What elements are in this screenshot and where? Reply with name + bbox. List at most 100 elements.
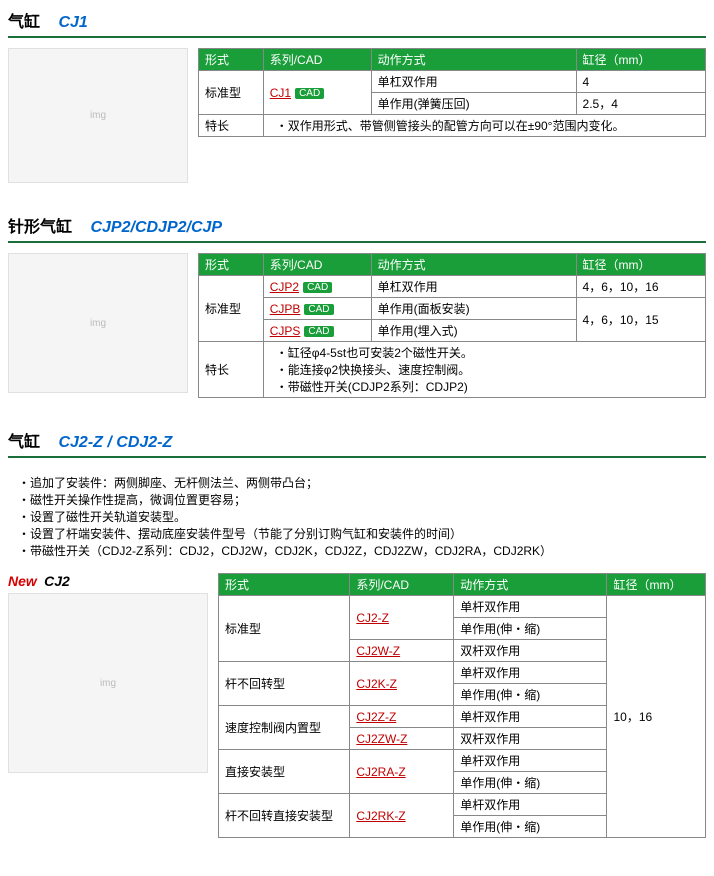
series-cell: CJPBCAD — [263, 298, 371, 320]
bullet-item: 设置了磁性开关轨道安装型。 — [18, 508, 706, 525]
title-black: 气缸 — [8, 14, 40, 31]
form-cell: 杆不回转直接安装型 — [219, 794, 350, 838]
bore-cell: 4，6，10，16 — [576, 276, 705, 298]
section-cj1: 气缸 CJ1 img 形式系列/CAD动作方式缸径（mm） 标准型 CJ1 CAD 单杠… — [8, 8, 706, 183]
title-blue: CJP2/CDJP2/CJP — [90, 219, 222, 236]
action-cell: 单作用(伸・缩) — [454, 816, 607, 838]
form-cell: 标准型 — [199, 71, 264, 115]
action-cell: 双杆双作用 — [454, 640, 607, 662]
action-cell: 单作用(伸・缩) — [454, 772, 607, 794]
col-action: 动作方式 — [371, 254, 576, 276]
section-title: 气缸 CJ1 — [8, 8, 706, 32]
form-cell: 标准型 — [219, 596, 350, 662]
col-form: 形式 — [199, 49, 264, 71]
cad-badge: CAD — [304, 304, 333, 315]
series-link[interactable]: CJ2W-Z — [356, 644, 400, 658]
feature-item: 能连接φ2快换接头、速度控制阀。 — [276, 361, 699, 378]
feature-item: 缸径φ4-5st也可安装2个磁性开关。 — [276, 344, 699, 361]
series-cell: CJ2RK-Z — [350, 794, 454, 838]
series-link[interactable]: CJ2-Z — [356, 611, 389, 625]
series-cell: CJ2Z-Z — [350, 706, 454, 728]
feature-cell: 缸径φ4-5st也可安装2个磁性开关。能连接φ2快换接头、速度控制阀。带磁性开关… — [263, 342, 705, 398]
new-red: New — [8, 573, 37, 589]
divider — [8, 36, 706, 38]
section-title: 针形气缸 CJP2/CDJP2/CJP — [8, 213, 706, 237]
action-cell: 单杠双作用 — [371, 71, 576, 93]
feature-text: 双作用形式、带管侧管接头的配管方向可以在±90°范围内变化。 — [263, 115, 705, 137]
divider — [8, 456, 706, 458]
series-cell: CJ1 CAD — [263, 71, 371, 115]
bullet-item: 设置了杆端安装件、摆动底座安装件型号（节能了分别订购气缸和安装件的时间） — [18, 525, 706, 542]
series-cell: CJPSCAD — [263, 320, 371, 342]
feature-item: 带磁性开关(CDJP2系列：CDJP2) — [276, 378, 699, 395]
series-link[interactable]: CJ2RA-Z — [356, 765, 405, 779]
series-link[interactable]: CJPS — [270, 324, 301, 338]
action-cell: 双杆双作用 — [454, 728, 607, 750]
form-cell: 杆不回转型 — [219, 662, 350, 706]
action-cell: 单杆双作用 — [454, 750, 607, 772]
series-cell: CJ2ZW-Z — [350, 728, 454, 750]
section-cjp2: 针形气缸 CJP2/CDJP2/CJP img 形式系列/CAD动作方式缸径（m… — [8, 213, 706, 398]
form-cell: 直接安装型 — [219, 750, 350, 794]
spec-table: 形式系列/CAD动作方式缸径（mm） 标准型 CJ1 CAD 单杠双作用4单作用(弹簧压… — [198, 48, 706, 137]
title-blue: CJ1 — [58, 14, 87, 31]
cad-badge: CAD — [303, 282, 332, 293]
title-black: 气缸 — [8, 434, 40, 451]
form-cell: 标准型 — [199, 276, 264, 342]
action-cell: 单杆双作用 — [454, 596, 607, 618]
bore-cell: 2.5，4 — [576, 93, 705, 115]
spec-table: 形式系列/CAD动作方式缸径（mm）标准型CJP2CAD单杠双作用4，6，10，… — [198, 253, 706, 398]
series-cell: CJ2-Z — [350, 596, 454, 640]
cad-badge: CAD — [295, 88, 324, 99]
feature-bullets: 追加了安装件：两侧脚座、无杆侧法兰、两侧带凸台；磁性开关操作性提高，微调位置更容… — [8, 468, 706, 573]
series-cell: CJ2W-Z — [350, 640, 454, 662]
action-cell: 单作用(弹簧压回) — [371, 93, 576, 115]
new-label: New CJ2 — [8, 573, 208, 589]
bullet-item: 磁性开关操作性提高，微调位置更容易； — [18, 491, 706, 508]
action-cell: 单作用(伸・缩) — [454, 684, 607, 706]
series-cell: CJP2 CAD — [263, 276, 371, 298]
bore-cell: 10，16 — [607, 596, 706, 838]
col-series: 系列/CAD — [263, 254, 371, 276]
col-series: 系列/CAD — [350, 574, 454, 596]
image-column: New CJ2 img — [8, 573, 208, 773]
col-action: 动作方式 — [454, 574, 607, 596]
feature-label: 特长 — [199, 115, 264, 137]
series-link[interactable]: CJPB — [270, 302, 301, 316]
title-blue: CJ2-Z / CDJ2-Z — [58, 434, 172, 451]
divider — [8, 241, 706, 243]
series-link[interactable]: CJ2Z-Z — [356, 710, 396, 724]
action-cell: 单作用(面板安装) — [371, 298, 576, 320]
section-title: 气缸 CJ2-Z / CDJ2-Z — [8, 428, 706, 452]
product-image: img — [8, 48, 188, 183]
feature-label: 特长 — [199, 342, 264, 398]
action-cell: 单杆双作用 — [454, 794, 607, 816]
action-cell: 单作用(伸・缩) — [454, 618, 607, 640]
series-link[interactable]: CJP2 — [270, 280, 299, 294]
bullet-item: 带磁性开关（CDJ2-Z系列：CDJ2，CDJ2W，CDJ2K，CDJ2Z，CD… — [18, 542, 706, 559]
col-action: 动作方式 — [371, 49, 576, 71]
new-black: CJ2 — [44, 573, 70, 589]
col-form: 形式 — [219, 574, 350, 596]
bore-cell: 4 — [576, 71, 705, 93]
action-cell: 单作用(埋入式) — [371, 320, 576, 342]
series-link[interactable]: CJ2RK-Z — [356, 809, 405, 823]
col-series: 系列/CAD — [263, 49, 371, 71]
product-image: img — [8, 593, 208, 773]
cad-badge: CAD — [304, 326, 333, 337]
series-cell: CJ2RA-Z — [350, 750, 454, 794]
action-cell: 单杆双作用 — [454, 662, 607, 684]
product-image: img — [8, 253, 188, 393]
series-link[interactable]: CJ2ZW-Z — [356, 732, 407, 746]
series-link[interactable]: CJ1 — [270, 86, 291, 100]
series-link[interactable]: CJ2K-Z — [356, 677, 397, 691]
col-bore: 缸径（mm） — [576, 49, 705, 71]
action-cell: 单杠双作用 — [371, 276, 576, 298]
col-bore: 缸径（mm） — [607, 574, 706, 596]
section-cj2z: 气缸 CJ2-Z / CDJ2-Z 追加了安装件：两侧脚座、无杆侧法兰、两侧带凸… — [8, 428, 706, 838]
col-form: 形式 — [199, 254, 264, 276]
title-black: 针形气缸 — [8, 219, 72, 236]
spec-table: 形式系列/CAD动作方式缸径（mm） 标准型 CJ2-Z 单杆双作用10，16单作用(… — [218, 573, 706, 838]
series-cell: CJ2K-Z — [350, 662, 454, 706]
bore-cell: 4，6，10，15 — [576, 298, 705, 342]
